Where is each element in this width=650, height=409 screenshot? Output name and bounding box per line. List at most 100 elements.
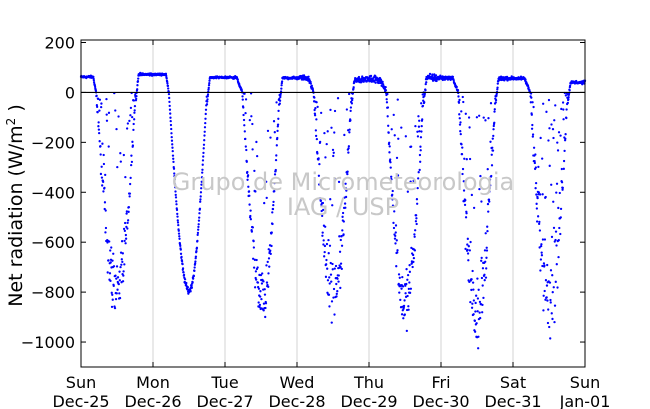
data-point <box>248 194 251 197</box>
data-point <box>207 86 210 90</box>
data-point <box>390 128 393 131</box>
data-point <box>114 274 117 277</box>
data-point <box>332 296 335 299</box>
data-point <box>398 291 401 294</box>
data-point <box>451 75 455 79</box>
data-point <box>406 273 410 277</box>
data-point <box>480 256 483 260</box>
data-point <box>100 105 103 109</box>
x-tick-label-date: Dec-25 <box>52 392 109 409</box>
data-point <box>549 301 552 304</box>
data-point <box>110 246 113 249</box>
data-point <box>338 250 342 253</box>
data-point <box>266 283 269 287</box>
data-point <box>321 234 324 237</box>
data-point <box>357 75 361 79</box>
data-point <box>333 267 336 270</box>
data-point <box>408 291 412 294</box>
data-point <box>559 134 562 137</box>
data-point <box>401 285 405 288</box>
data-point <box>403 313 406 316</box>
data-point <box>418 119 421 122</box>
data-point <box>126 219 130 222</box>
data-point <box>170 139 174 142</box>
data-point <box>179 252 183 255</box>
data-point <box>478 311 481 314</box>
data-point <box>486 225 489 228</box>
data-point <box>455 85 458 88</box>
data-point <box>332 287 336 291</box>
data-point <box>533 159 536 163</box>
data-point <box>272 120 276 123</box>
data-point <box>253 169 256 173</box>
data-point <box>462 100 465 104</box>
data-point <box>530 96 533 99</box>
data-point <box>263 288 266 291</box>
data-point <box>173 183 177 186</box>
data-point <box>125 210 129 213</box>
data-point <box>100 102 103 105</box>
data-point <box>395 239 398 242</box>
data-point <box>335 282 338 286</box>
data-point <box>99 145 102 148</box>
data-point <box>202 147 205 150</box>
data-point <box>243 92 246 95</box>
data-point <box>419 160 422 163</box>
data-point <box>258 305 261 309</box>
data-point <box>256 281 260 284</box>
data-point <box>555 191 558 194</box>
data-point <box>541 264 544 268</box>
data-point <box>251 226 255 229</box>
data-point <box>414 124 417 128</box>
data-point <box>537 191 541 194</box>
data-point <box>352 86 355 89</box>
data-point <box>486 202 490 206</box>
data-point <box>206 100 209 103</box>
data-point <box>406 190 409 193</box>
data-point <box>254 190 257 193</box>
data-point <box>179 248 182 251</box>
data-point <box>263 293 267 296</box>
data-point <box>537 222 541 225</box>
data-point <box>97 131 101 135</box>
data-point <box>164 72 168 75</box>
data-point <box>396 174 400 177</box>
data-point <box>345 108 349 111</box>
data-point <box>339 265 342 269</box>
data-point <box>346 170 349 173</box>
data-point <box>168 108 172 111</box>
data-point <box>183 278 187 281</box>
data-point <box>100 176 104 179</box>
data-point <box>547 139 550 142</box>
data-point <box>136 88 139 91</box>
data-point <box>273 190 276 193</box>
data-point <box>344 206 347 209</box>
data-point <box>321 214 324 218</box>
data-point <box>107 111 111 114</box>
data-point <box>129 106 133 110</box>
data-point <box>326 279 330 282</box>
data-point <box>265 264 268 267</box>
data-point <box>490 164 494 167</box>
data-point <box>101 184 104 187</box>
data-point <box>274 158 278 162</box>
data-point <box>175 208 179 212</box>
data-point <box>270 244 273 248</box>
data-point <box>337 280 340 283</box>
data-point <box>200 183 203 186</box>
data-point <box>102 180 105 184</box>
data-point <box>96 97 100 100</box>
data-point <box>280 84 283 87</box>
data-point <box>556 286 559 289</box>
data-point <box>127 205 131 209</box>
data-point <box>406 294 409 298</box>
data-point <box>417 171 420 174</box>
data-point <box>258 303 262 307</box>
data-point <box>470 306 474 309</box>
data-point <box>278 99 282 102</box>
data-point <box>264 302 268 305</box>
data-point <box>242 113 245 117</box>
data-point <box>493 110 496 113</box>
data-point <box>475 116 479 119</box>
data-point <box>537 165 540 169</box>
